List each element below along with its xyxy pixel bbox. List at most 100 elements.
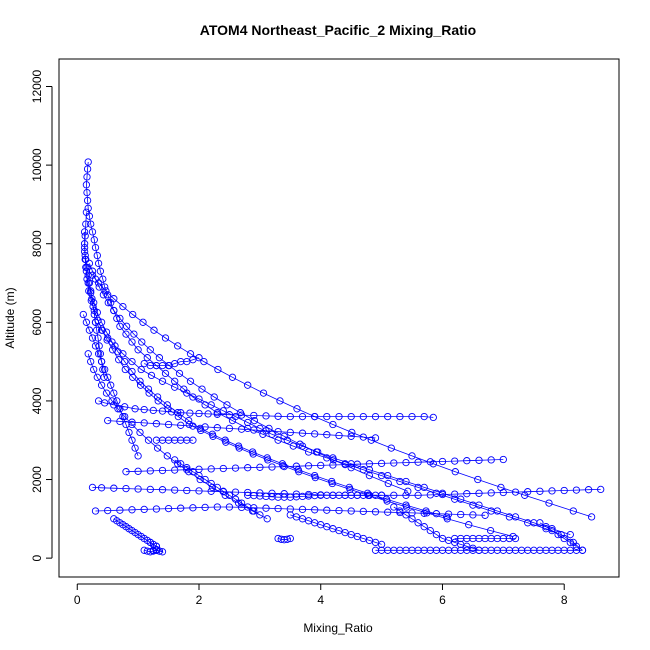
- data-point: [81, 232, 89, 240]
- data-point: [104, 416, 112, 425]
- data-point: [429, 413, 437, 422]
- data-point: [384, 508, 392, 516]
- data-point: [204, 410, 212, 418]
- data-point: [101, 365, 109, 374]
- data-point: [268, 463, 276, 471]
- data-point: [536, 519, 544, 527]
- data-point: [121, 412, 129, 421]
- y-tick-label: 10000: [30, 148, 44, 182]
- data-point: [298, 505, 307, 514]
- data-point: [292, 462, 301, 470]
- data-point: [323, 431, 331, 439]
- data-point: [88, 334, 97, 342]
- data-point: [138, 338, 146, 346]
- data-point: [256, 463, 264, 471]
- data-point: [97, 484, 106, 492]
- data-point: [292, 490, 301, 498]
- data-point: [469, 511, 477, 519]
- data-point: [210, 393, 218, 401]
- series-line-5: [95, 322, 571, 535]
- data-point: [186, 409, 194, 417]
- data-point: [119, 350, 127, 358]
- data-point: [155, 354, 164, 362]
- y-tick-label: 8000: [30, 230, 44, 257]
- data-point: [474, 475, 482, 484]
- data-point: [122, 322, 131, 330]
- series-line-9: [247, 494, 382, 498]
- x-tick-label: 0: [74, 593, 81, 607]
- data-point: [95, 342, 103, 350]
- data-point: [111, 342, 119, 350]
- data-point: [183, 464, 191, 472]
- data-point: [548, 526, 556, 535]
- data-point: [451, 490, 459, 498]
- data-point: [122, 484, 130, 493]
- data-point: [96, 267, 105, 275]
- data-point: [80, 240, 89, 248]
- data-point: [457, 510, 465, 519]
- data-point: [94, 279, 103, 287]
- data-point: [560, 486, 568, 495]
- data-point: [171, 456, 179, 464]
- axes-group: 0 2 4 6 8 0 2000 4000 6000 8000 10000 12000: [30, 70, 568, 607]
- data-point: [171, 466, 179, 474]
- data-point: [404, 487, 412, 495]
- data-point: [83, 173, 91, 181]
- data-point: [209, 432, 217, 440]
- data-point: [377, 491, 386, 499]
- data-point: [402, 503, 411, 511]
- data-point: [384, 412, 392, 421]
- data-point: [335, 412, 343, 421]
- data-point: [487, 489, 495, 497]
- data-point: [475, 501, 483, 509]
- data-point: [443, 515, 451, 523]
- data-point: [365, 466, 374, 474]
- data-point: [84, 204, 92, 212]
- data-point: [83, 196, 92, 205]
- data-point: [94, 334, 102, 342]
- data-point: [136, 428, 144, 437]
- data-point: [201, 503, 209, 512]
- data-point: [219, 487, 227, 495]
- data-point: [113, 397, 121, 405]
- data-point: [140, 505, 148, 514]
- series-12: [451, 534, 520, 543]
- data-point: [390, 503, 398, 511]
- data-point: [99, 365, 107, 374]
- series-17: [80, 247, 108, 381]
- data-point: [426, 458, 434, 466]
- data-point: [283, 535, 291, 543]
- data-point: [569, 507, 577, 515]
- data-point: [134, 452, 142, 460]
- data-point: [329, 461, 337, 469]
- y-tick-label: 6000: [30, 309, 44, 336]
- chart-title: ATOM4 Northeast_Pacific_2 Mixing_Ratio: [200, 22, 476, 38]
- data-point: [146, 467, 154, 475]
- data-point: [161, 369, 170, 378]
- data-point: [207, 487, 215, 495]
- data-point: [195, 354, 203, 362]
- data-point: [317, 461, 325, 470]
- data-point: [228, 373, 237, 381]
- data-point: [110, 306, 118, 315]
- series-18: [91, 503, 489, 519]
- data-point: [88, 228, 97, 236]
- data-point: [183, 389, 191, 397]
- data-point: [384, 479, 392, 488]
- data-point: [94, 350, 103, 358]
- data-point: [91, 342, 100, 350]
- data-point: [223, 401, 231, 409]
- data-point: [87, 287, 95, 295]
- data-point: [256, 511, 264, 519]
- data-point: [219, 464, 227, 473]
- data-point: [365, 460, 374, 468]
- data-point: [177, 409, 185, 417]
- data-point: [213, 503, 221, 511]
- data-point: [414, 491, 422, 499]
- data-point: [125, 428, 133, 437]
- data-point: [214, 365, 222, 374]
- data-point: [171, 377, 179, 385]
- data-point: [121, 403, 129, 411]
- data-point: [244, 418, 252, 427]
- data-point: [197, 426, 205, 435]
